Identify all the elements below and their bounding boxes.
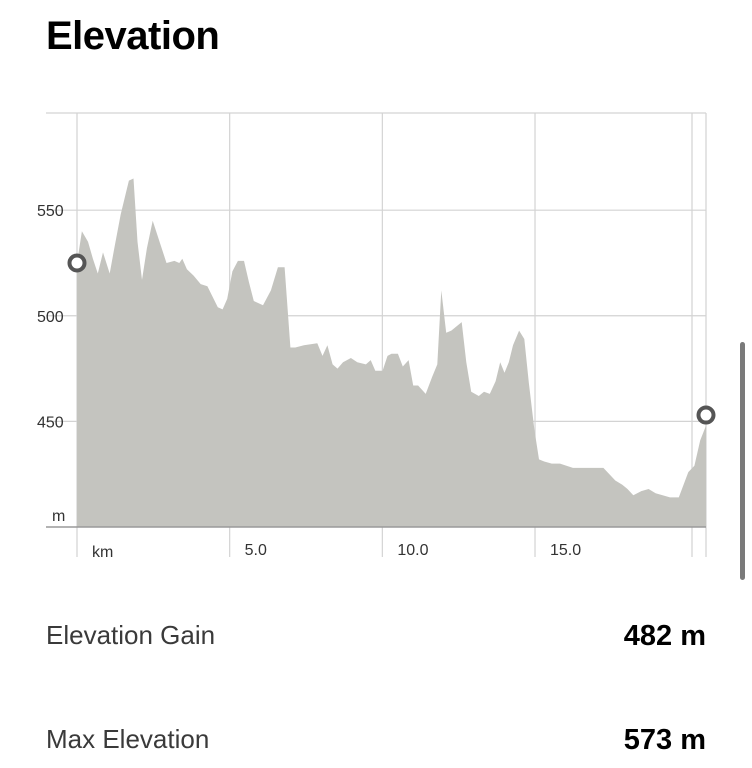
stat-label: Elevation Gain [46, 620, 216, 650]
elevation-area [77, 178, 706, 527]
tick-labels: 450 500 550 5.0 10.0 15.0 m km [37, 203, 581, 561]
y-tick-label-550: 550 [37, 203, 64, 220]
y-unit-label: m [52, 508, 65, 525]
endpoint-markers [67, 253, 716, 425]
endpoint-marker-end [696, 405, 716, 425]
stat-label: Max Elevation [46, 724, 210, 754]
y-tick-label-450: 450 [37, 414, 64, 431]
endpoint-marker-start [67, 253, 87, 273]
x-tick-label-10.0: 10.0 [397, 542, 428, 559]
x-tick-label-5.0: 5.0 [245, 542, 267, 559]
stat-value: 482 m [623, 620, 706, 652]
x-unit-label: km [92, 544, 113, 561]
stat-value: 573 m [623, 724, 706, 756]
elevation-chart: 450 500 550 5.0 10.0 15.0 m km [37, 112, 716, 561]
y-tick-label-500: 500 [37, 309, 64, 326]
x-tick-label-15.0: 15.0 [550, 542, 581, 559]
scrollbar[interactable] [740, 342, 745, 580]
stat-elevation-gain: Elevation Gain 482 m [46, 620, 706, 660]
page-title: Elevation [46, 14, 220, 58]
stat-max-elevation: Max Elevation 573 m [46, 724, 706, 764]
